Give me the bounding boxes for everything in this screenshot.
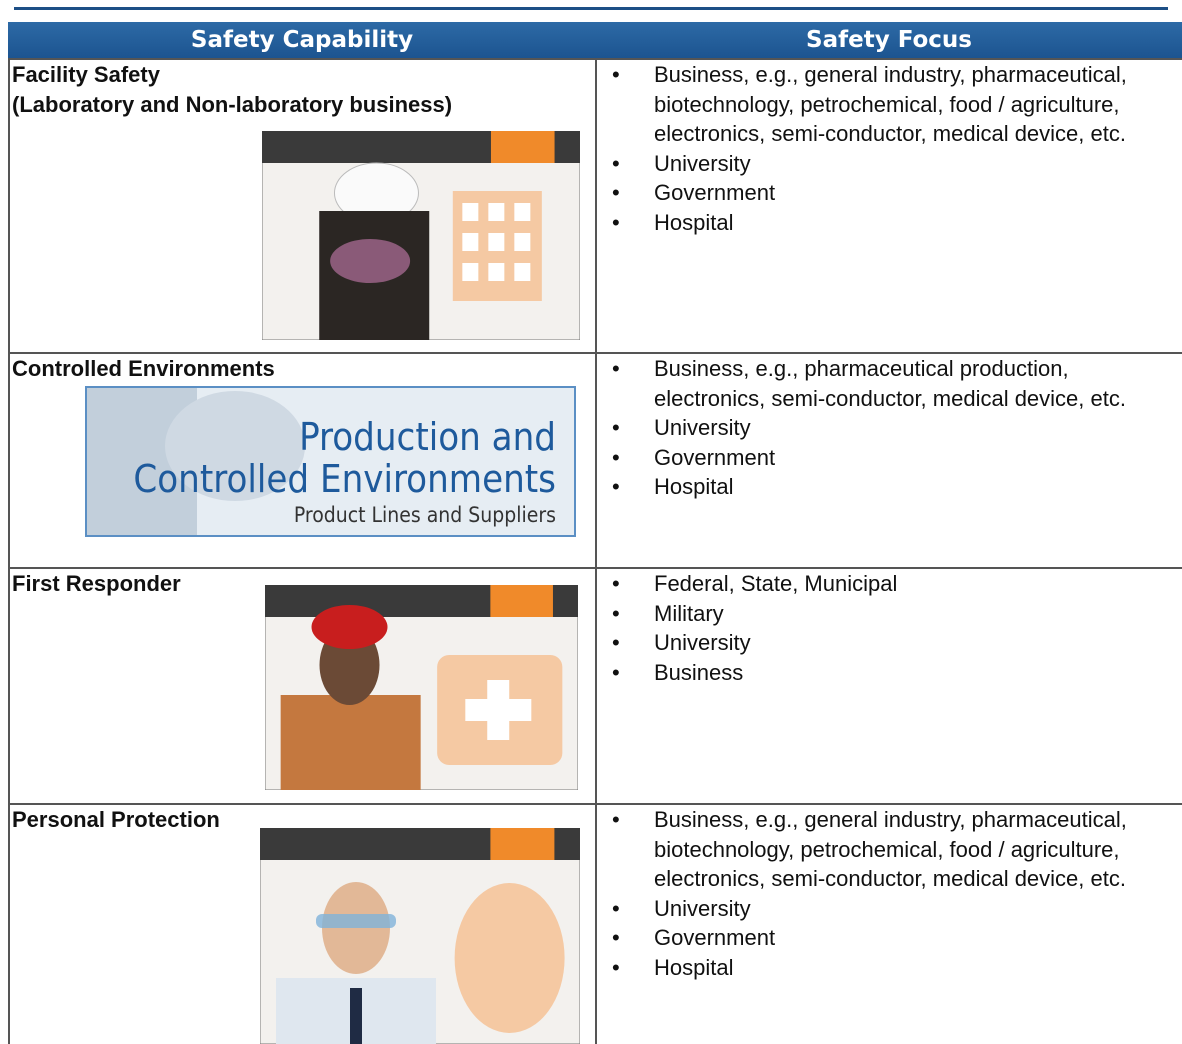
header-cell: Safety Focus (806, 27, 972, 53)
image-shape (490, 828, 555, 860)
focus-item: Business (608, 658, 1168, 688)
image-shape (454, 883, 565, 1033)
image-shape (311, 605, 388, 649)
column-divider (595, 803, 597, 1044)
capability: Controlled Environments (12, 354, 275, 384)
image-shape (488, 233, 505, 251)
focus-item: University (608, 413, 1168, 443)
capability: First Responder (12, 569, 181, 599)
focus-list: Business, e.g., pharmaceutical productio… (608, 354, 1168, 502)
column-divider (595, 567, 597, 803)
image (262, 131, 580, 340)
column-divider (595, 352, 597, 567)
focus-item: University (608, 628, 1168, 658)
image-caption: Product Lines and Suppliers (294, 503, 556, 527)
focus-list: Business, e.g., general industry, pharma… (608, 60, 1168, 237)
focus-list: Business, e.g., general industry, pharma… (608, 805, 1168, 982)
header-cell: Safety Capability (190, 27, 414, 53)
image-shape (462, 233, 479, 251)
focus-list: Federal, State, MunicipalMilitaryUnivers… (608, 569, 1168, 687)
image-shape (465, 699, 532, 721)
image-shape (316, 914, 396, 928)
image-shape (165, 391, 305, 501)
focus-item: Business, e.g., general industry, pharma… (608, 60, 1168, 149)
image-shape (490, 131, 555, 163)
capability-line: Facility Safety (12, 62, 160, 87)
image-shape (488, 203, 505, 221)
focus-item: Hospital (608, 953, 1168, 983)
capability: Facility Safety (Laboratory and Non-labor… (12, 60, 452, 120)
image-caption: Production and (299, 415, 556, 459)
image-shape (280, 695, 421, 790)
capability-line: (Laboratory and Non-laboratory business) (12, 92, 453, 117)
table-border (8, 58, 10, 1044)
capability-line: Controlled Environments (12, 356, 275, 381)
image-shape (488, 263, 505, 281)
focus-item: Government (608, 923, 1168, 953)
focus-item: Hospital (608, 208, 1168, 238)
image-shape (514, 263, 531, 281)
focus-item: University (608, 894, 1168, 924)
focus-item: Federal, State, Municipal (608, 569, 1168, 599)
top-rule (14, 7, 1168, 10)
focus-item: Business, e.g., general industry, pharma… (608, 805, 1168, 894)
focus-item: Military (608, 599, 1168, 629)
image-shape (462, 263, 479, 281)
image-shape (514, 233, 531, 251)
image (265, 585, 578, 790)
capability: Personal Protection (12, 805, 220, 835)
image-shape (330, 239, 411, 283)
focus-item: University (608, 149, 1168, 179)
image (260, 828, 580, 1044)
image-shape (514, 203, 531, 221)
image-shape (350, 988, 362, 1044)
image-shape (490, 585, 553, 617)
image-shape (462, 203, 479, 221)
focus-item: Hospital (608, 472, 1168, 502)
column-divider (595, 58, 597, 352)
capability-line: Personal Protection (12, 807, 220, 832)
focus-item: Government (608, 443, 1168, 473)
image-caption: Controlled Environments (133, 457, 556, 501)
focus-item: Government (608, 178, 1168, 208)
capability-line: First Responder (12, 571, 181, 596)
table-header: Safety Capability Safety Focus (8, 22, 1182, 58)
focus-item: Business, e.g., pharmaceutical productio… (608, 354, 1168, 413)
